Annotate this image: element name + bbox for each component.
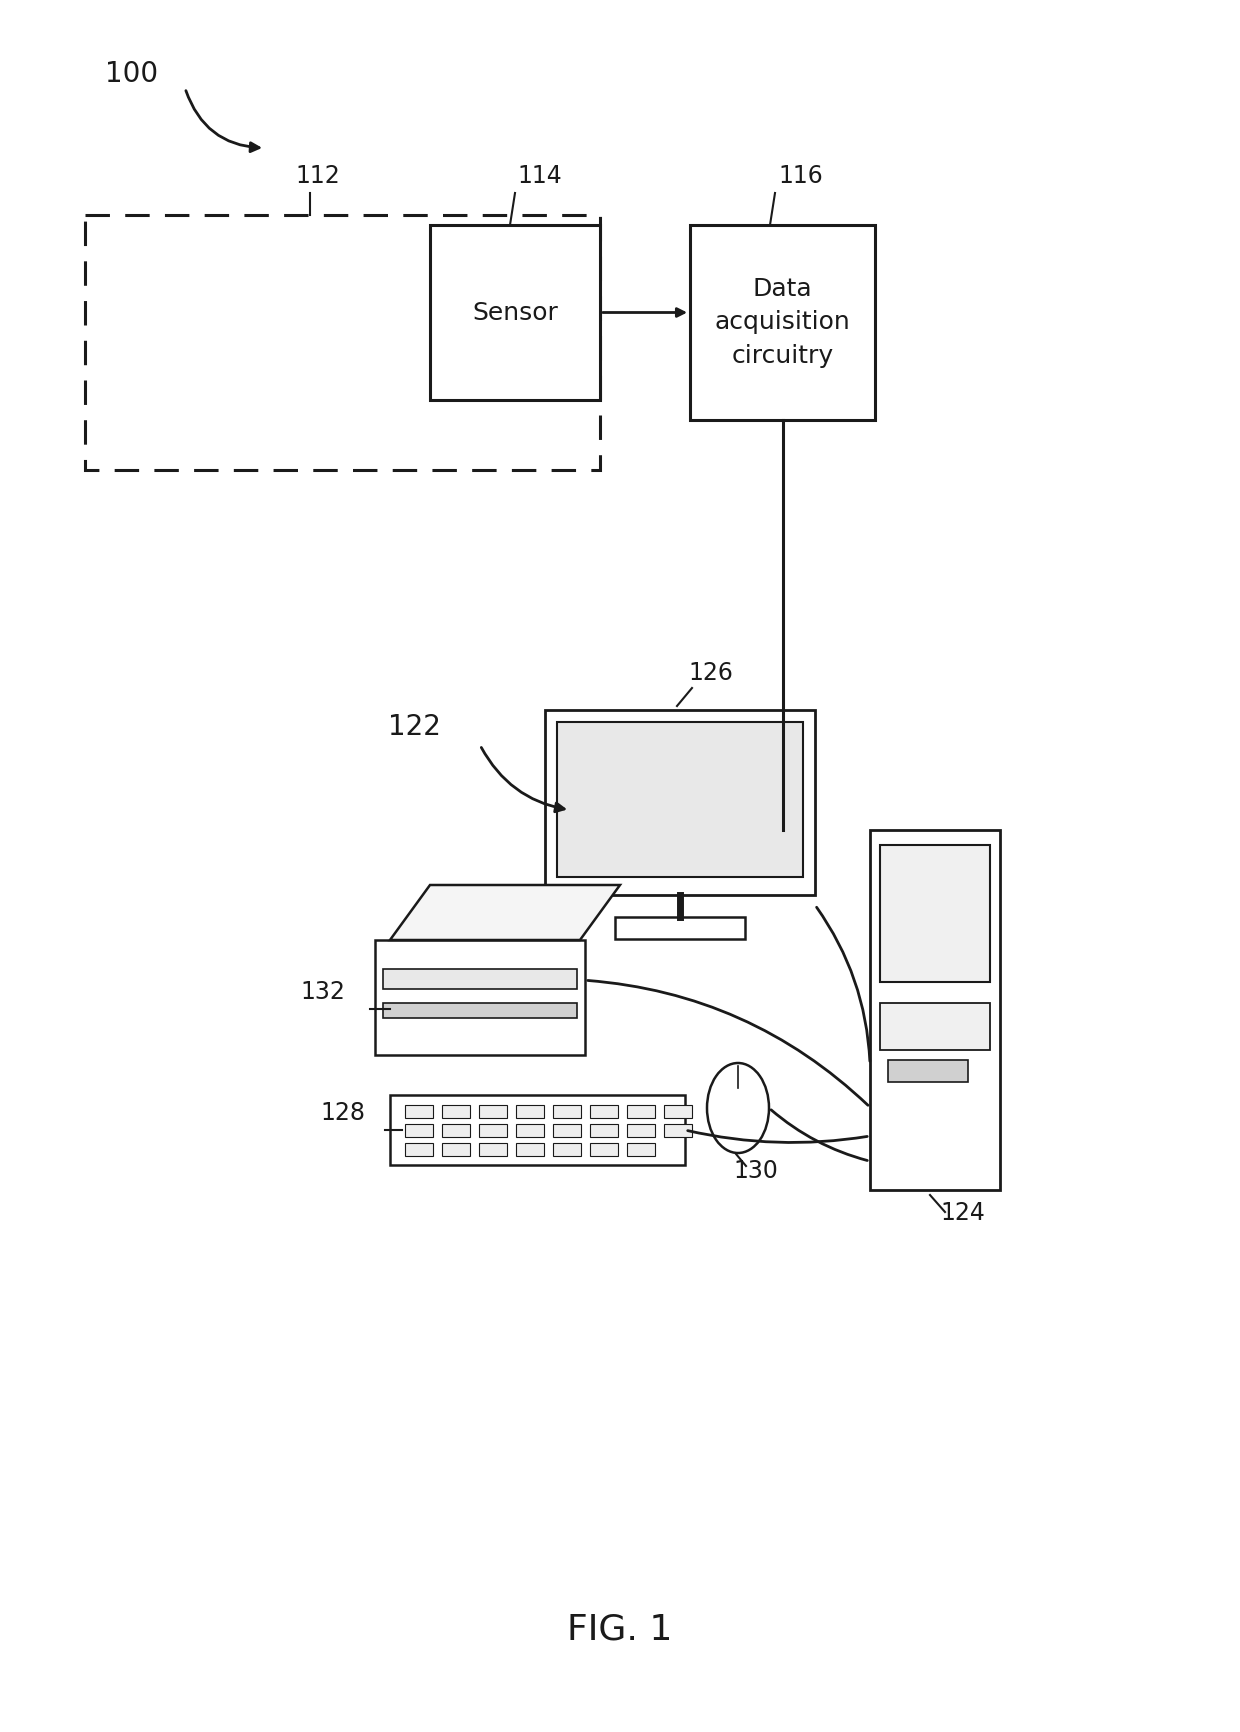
Text: Sensor: Sensor: [472, 300, 558, 324]
Bar: [870, 830, 999, 1190]
Bar: [627, 1124, 655, 1136]
Bar: [880, 1003, 990, 1050]
Bar: [479, 1143, 507, 1155]
Text: FIG. 1: FIG. 1: [568, 1612, 672, 1647]
Bar: [479, 1105, 507, 1117]
Bar: [627, 1143, 655, 1155]
Text: 126: 126: [688, 662, 733, 684]
Text: 100: 100: [105, 61, 159, 88]
Bar: [86, 215, 600, 469]
Polygon shape: [391, 885, 620, 940]
Bar: [405, 1143, 433, 1155]
Text: 112: 112: [295, 165, 340, 189]
Text: 124: 124: [940, 1200, 985, 1225]
Bar: [663, 1124, 692, 1136]
Bar: [689, 225, 875, 419]
Text: 116: 116: [777, 165, 823, 189]
Bar: [553, 1124, 582, 1136]
Bar: [383, 968, 577, 989]
Text: Data
acquisition
circuitry: Data acquisition circuitry: [714, 277, 851, 367]
Bar: [391, 1095, 684, 1166]
Bar: [516, 1143, 544, 1155]
Bar: [516, 1105, 544, 1117]
Bar: [383, 1003, 577, 1018]
Text: 132: 132: [300, 980, 345, 1005]
Bar: [546, 710, 815, 895]
Bar: [405, 1124, 433, 1136]
Bar: [590, 1124, 618, 1136]
Text: 130: 130: [733, 1159, 777, 1183]
Text: 128: 128: [320, 1102, 365, 1126]
Bar: [441, 1105, 470, 1117]
Bar: [405, 1105, 433, 1117]
Text: 122: 122: [388, 714, 441, 741]
Bar: [557, 722, 804, 876]
Bar: [590, 1105, 618, 1117]
Bar: [615, 916, 745, 939]
Bar: [590, 1143, 618, 1155]
Bar: [374, 940, 585, 1055]
Bar: [888, 1060, 968, 1082]
Bar: [880, 845, 990, 982]
Bar: [441, 1143, 470, 1155]
Bar: [516, 1124, 544, 1136]
Bar: [663, 1105, 692, 1117]
Ellipse shape: [707, 1063, 769, 1154]
Bar: [627, 1105, 655, 1117]
Bar: [553, 1143, 582, 1155]
Bar: [441, 1124, 470, 1136]
Bar: [479, 1124, 507, 1136]
Text: 114: 114: [517, 165, 562, 189]
Bar: [553, 1105, 582, 1117]
Bar: [430, 225, 600, 400]
